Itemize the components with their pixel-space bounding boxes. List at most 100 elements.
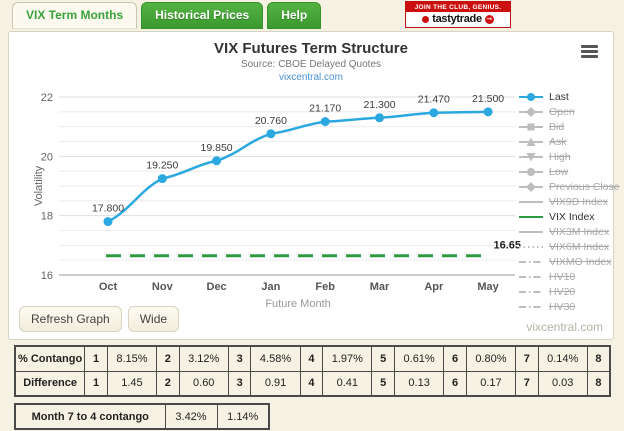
hamburger-icon [581,45,598,48]
legend-label: VIX3M Index [549,225,610,238]
legend-item-hv20[interactable]: HV20 [519,284,613,299]
legend-marker-high [519,152,543,161]
value-cell: 0.61% [393,345,445,372]
legend-label: VIX6M Index [549,240,610,253]
month-index-cell: 2 [156,370,180,397]
row-label: Difference [14,370,86,397]
legend-item-open[interactable]: Open [519,104,613,119]
legend-marker-low [519,167,543,176]
legend-marker-hv20 [519,290,543,293]
svg-text:21.170: 21.170 [309,103,341,115]
svg-text:16: 16 [41,270,53,282]
arrow-right-icon: ➞ [484,14,494,24]
legend-marker-hv10 [519,275,543,278]
legend-item-ask[interactable]: Ask [519,134,613,149]
month-index-cell: 3 [227,370,252,397]
svg-text:Dec: Dec [207,281,227,293]
legend-marker-vix3m-index [519,230,543,233]
chart-title: VIX Futures Term Structure [214,40,408,57]
table-row: % Contango 1 8.15% 2 3.12% 3 4.58% 4 1.97% 5 0.61%… [14,345,611,372]
value-cell: 4.58% [250,345,301,372]
tab-historical-prices[interactable]: Historical Prices [141,2,264,29]
svg-text:22: 22 [41,92,53,104]
legend-item-vix3m-index[interactable]: VIX3M Index [519,224,613,239]
contango-table-wrap: % Contango 1 8.15% 2 3.12% 3 4.58% 4 1.97% 5 0.61%… [14,345,611,397]
month-index-cell: 6 [443,345,467,372]
legend-marker-vix-index [519,215,543,218]
legend-marker-hv30 [519,305,543,308]
value-cell: 0.91 [250,370,301,397]
value-cell: 1.14% [216,403,270,430]
tab-bar: VIX Term Months Historical Prices Help [12,2,322,29]
month-index-cell: 8 [586,345,611,372]
svg-text:17.800: 17.800 [92,203,124,215]
value-cell: 1.97% [322,345,373,372]
svg-text:May: May [477,281,499,293]
legend-item-previous-close[interactable]: Previous Close [519,179,620,194]
month-index-cell: 6 [443,370,467,397]
value-cell: 0.03 [537,370,588,397]
svg-text:Future Month: Future Month [265,298,330,310]
legend-item-vix9d-index[interactable]: VIX9D Index [519,194,613,209]
vixcentral-link[interactable]: vixcentral.com [279,72,343,83]
legend-item-hv30[interactable]: HV30 [519,299,613,314]
svg-text:19.850: 19.850 [201,142,233,154]
legend-marker-last [519,92,543,101]
month-contango-table: Month 7 to 4 contango 3.42% 1.14% [14,403,270,430]
chart-menu-button[interactable] [581,45,598,60]
legend-item-hv10[interactable]: HV10 [519,269,613,284]
svg-text:Jan: Jan [261,281,280,293]
legend-label: VIX9D Index [549,195,608,208]
month-index-cell: 5 [371,370,395,397]
month-index-cell: 7 [515,370,539,397]
legend-item-last[interactable]: Last [519,89,613,104]
month-index-cell: 7 [515,345,539,372]
value-cell: 0.60 [178,370,229,397]
ad-headline: JOIN THE CLUB, GENIUS. [406,2,510,12]
refresh-graph-button[interactable]: Refresh Graph [19,306,122,332]
svg-text:Oct: Oct [99,281,118,293]
svg-text:Volatility: Volatility [33,165,45,206]
legend-marker-vix9d-index [519,200,543,203]
svg-text:21.300: 21.300 [363,99,395,111]
month-index-cell: 2 [156,345,180,372]
value-cell: 0.14% [537,345,588,372]
legend-label: VIX Index [549,210,595,223]
svg-text:20: 20 [41,151,53,163]
row-label: % Contango [14,345,86,372]
legend-label: Previous Close [549,180,620,193]
legend-marker-previous-close [519,181,543,192]
svg-text:Mar: Mar [370,281,390,293]
legend-item-low[interactable]: Low [519,164,613,179]
svg-text:16.65: 16.65 [493,240,521,252]
legend-item-vix6m-index[interactable]: VIX6M Index [519,239,613,254]
legend-item-bid[interactable]: Bid [519,119,613,134]
value-cell: 3.42% [164,403,218,430]
contango-table: % Contango 1 8.15% 2 3.12% 3 4.58% 4 1.97% 5 0.61%… [14,345,611,397]
tastytrade-ad[interactable]: JOIN THE CLUB, GENIUS. tastytrade ➞ [405,1,511,28]
tab-help[interactable]: Help [267,2,322,29]
wide-button[interactable]: Wide [127,306,180,332]
tastytrade-logo-icon [422,15,430,23]
month-index-cell: 8 [586,370,611,397]
legend-item-vixmo-index[interactable]: VIXMO Index [519,254,613,269]
legend-label: Ask [549,135,567,148]
month-index-cell: 1 [84,370,108,397]
legend-label: HV30 [549,300,576,313]
table-row: Month 7 to 4 contango 3.42% 1.14% [14,403,270,430]
legend-item-vix-index[interactable]: VIX Index [519,209,613,224]
chart-legend: Last Open Bid Ask High Low Previous Close VIX9D… [519,89,620,314]
svg-text:20.760: 20.760 [255,115,287,127]
legend-label: HV20 [549,285,576,298]
legend-item-high[interactable]: High [519,149,613,164]
svg-text:Apr: Apr [424,281,444,293]
legend-label: Last [549,90,569,103]
value-cell: 0.17 [465,370,517,397]
legend-label: Open [549,105,575,118]
value-cell: 1.45 [106,370,158,397]
month-index-cell: 4 [299,370,324,397]
tab-vix-term-months[interactable]: VIX Term Months [12,2,138,29]
chart-panel: VIX Futures Term Structure Source: CBOE … [8,31,620,340]
legend-marker-bid [519,123,543,130]
legend-label: HV10 [549,270,576,283]
